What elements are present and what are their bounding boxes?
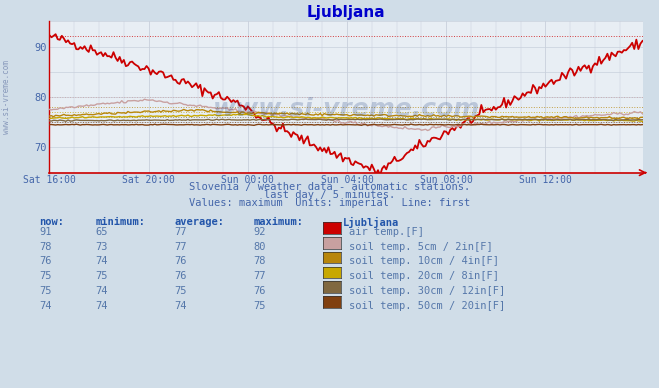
Text: maximum:: maximum: <box>254 217 304 227</box>
Text: 74: 74 <box>96 286 108 296</box>
Text: www.si-vreme.com: www.si-vreme.com <box>212 97 480 121</box>
Text: 75: 75 <box>40 271 52 281</box>
Text: 74: 74 <box>96 301 108 311</box>
Text: minimum:: minimum: <box>96 217 146 227</box>
Text: 74: 74 <box>40 301 52 311</box>
Text: soil temp. 30cm / 12in[F]: soil temp. 30cm / 12in[F] <box>349 286 505 296</box>
Text: 75: 75 <box>40 286 52 296</box>
Title: Ljubljana: Ljubljana <box>306 5 386 20</box>
Text: 77: 77 <box>175 227 187 237</box>
Text: Ljubljana: Ljubljana <box>343 217 399 228</box>
Text: now:: now: <box>40 217 65 227</box>
Text: Slovenia / weather data - automatic stations.: Slovenia / weather data - automatic stat… <box>189 182 470 192</box>
Text: 76: 76 <box>40 256 52 267</box>
Text: Values: maximum  Units: imperial  Line: first: Values: maximum Units: imperial Line: fi… <box>189 197 470 208</box>
Text: average:: average: <box>175 217 225 227</box>
Text: soil temp. 20cm / 8in[F]: soil temp. 20cm / 8in[F] <box>349 271 500 281</box>
Text: 76: 76 <box>175 271 187 281</box>
Text: 75: 75 <box>96 271 108 281</box>
Text: 78: 78 <box>254 256 266 267</box>
Text: 65: 65 <box>96 227 108 237</box>
Text: air temp.[F]: air temp.[F] <box>349 227 424 237</box>
Text: 91: 91 <box>40 227 52 237</box>
Text: 80: 80 <box>254 242 266 252</box>
Text: 73: 73 <box>96 242 108 252</box>
Text: 77: 77 <box>175 242 187 252</box>
Text: 75: 75 <box>175 286 187 296</box>
Text: soil temp. 50cm / 20in[F]: soil temp. 50cm / 20in[F] <box>349 301 505 311</box>
Text: 77: 77 <box>254 271 266 281</box>
Text: 76: 76 <box>254 286 266 296</box>
Text: last day / 5 minutes.: last day / 5 minutes. <box>264 190 395 200</box>
Text: 76: 76 <box>175 256 187 267</box>
Text: 78: 78 <box>40 242 52 252</box>
Text: www.si-vreme.com: www.si-vreme.com <box>2 60 11 134</box>
Text: soil temp. 10cm / 4in[F]: soil temp. 10cm / 4in[F] <box>349 256 500 267</box>
Text: 75: 75 <box>254 301 266 311</box>
Text: 74: 74 <box>175 301 187 311</box>
Text: 74: 74 <box>96 256 108 267</box>
Text: soil temp. 5cm / 2in[F]: soil temp. 5cm / 2in[F] <box>349 242 493 252</box>
Text: 92: 92 <box>254 227 266 237</box>
